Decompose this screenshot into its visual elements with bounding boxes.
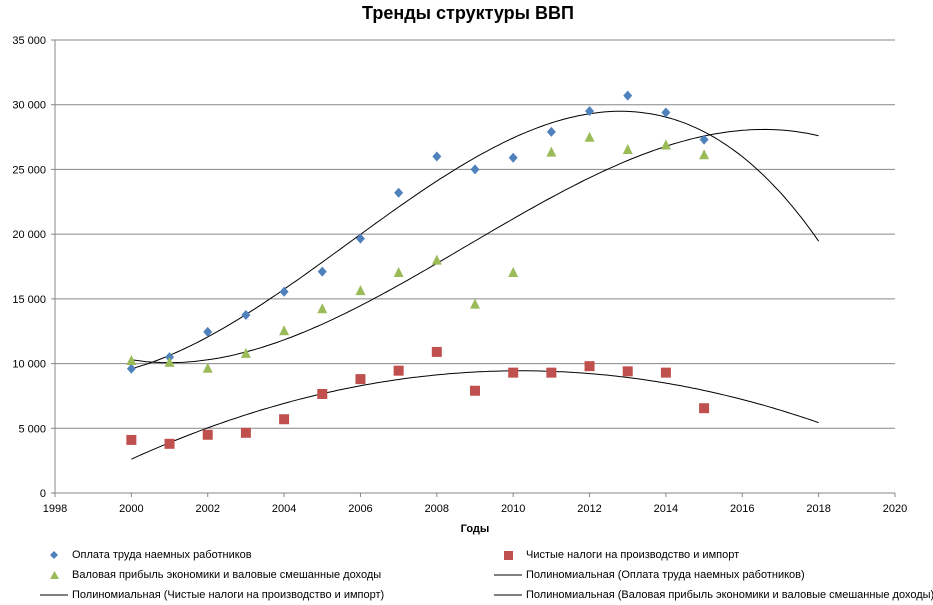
x-tick-label: 2018	[806, 503, 830, 515]
data-point-square	[470, 385, 480, 396]
data-point-diamond	[241, 310, 251, 321]
data-point-diamond	[699, 134, 709, 145]
legend-label: Полиномиальная (Оплата труда наемных раб…	[526, 569, 805, 581]
triangle-marker-icon	[40, 571, 68, 579]
data-point-square	[660, 367, 671, 378]
x-tick-label: 2002	[195, 503, 219, 515]
square-marker-icon	[494, 550, 522, 560]
trendline	[131, 128, 819, 364]
data-point-triangle	[393, 266, 404, 277]
y-tick-label: 30 000	[12, 100, 46, 112]
data-point-diamond	[432, 151, 442, 162]
x-tick-label: 2004	[272, 503, 296, 515]
legend-item-series-2: Валовая прибыль экономики и валовые смеш…	[40, 569, 381, 581]
data-point-diamond	[661, 107, 671, 118]
data-point-triangle	[279, 325, 290, 336]
x-tick-label: 2010	[501, 503, 525, 515]
diamond-marker-icon	[40, 551, 68, 559]
data-point-diamond	[470, 164, 480, 175]
data-point-triangle	[470, 298, 480, 309]
x-tick-label: 2008	[425, 503, 449, 515]
data-point-triangle	[699, 149, 710, 160]
y-tick-label: 10 000	[12, 359, 46, 371]
data-point-square	[393, 365, 404, 376]
data-point-square	[508, 367, 519, 378]
data-point-square	[699, 403, 710, 414]
data-point-triangle	[202, 362, 213, 373]
data-point-diamond	[508, 152, 518, 163]
data-point-square	[164, 438, 175, 449]
data-point-triangle	[317, 303, 328, 314]
y-tick-label: 5 000	[18, 423, 46, 435]
chart-title: Тренды структуры ВВП	[362, 3, 574, 23]
y-tick-label: 0	[40, 488, 46, 500]
legend-label: Оплата труда наемных работников	[72, 549, 252, 561]
y-tick-label: 35 000	[12, 35, 46, 47]
data-point-triangle	[126, 354, 137, 365]
data-point-triangle	[546, 146, 557, 157]
legend-label: Полиномиальная (Валовая прибыль экономик…	[526, 589, 933, 601]
x-tick-label: 2014	[654, 503, 678, 515]
data-point-diamond	[203, 326, 213, 337]
data-point-triangle	[355, 285, 366, 296]
data-point-square	[202, 429, 213, 440]
line-marker-icon	[494, 594, 522, 596]
data-point-diamond	[126, 363, 136, 374]
data-point-square	[355, 374, 366, 385]
x-tick-label: 2016	[730, 503, 754, 515]
data-point-triangle	[584, 131, 595, 142]
legend-item-series-1: Чистые налоги на производство и импорт	[494, 549, 739, 561]
line-marker-icon	[40, 594, 68, 596]
data-point-square	[126, 434, 137, 445]
data-point-triangle	[508, 266, 519, 277]
x-tick-label: 2020	[883, 503, 907, 515]
x-tick-label: 2000	[119, 503, 143, 515]
data-point-square	[622, 366, 633, 377]
data-point-triangle	[164, 356, 175, 367]
data-point-diamond	[394, 187, 404, 198]
data-point-square	[546, 367, 557, 378]
legend-item-trend-1: Полиномиальная (Чистые налоги на произво…	[40, 589, 384, 601]
x-tick-label: 2006	[348, 503, 372, 515]
legend-label: Валовая прибыль экономики и валовые смеш…	[72, 569, 382, 581]
data-point-diamond	[355, 233, 365, 244]
data-point-diamond	[623, 90, 633, 101]
legend-item-series-0: Оплата труда наемных работников	[40, 549, 252, 561]
x-axis-label: Годы	[461, 523, 490, 535]
line-marker-icon	[494, 574, 522, 576]
legend-label: Чистые налоги на производство и импорт	[526, 549, 740, 561]
chart-svg: Тренды структуры ВВП Годы 0 5 000 10 000 15…	[12, 3, 907, 535]
legend-label: Полиномиальная (Чистые налоги на произво…	[72, 589, 385, 601]
trendline	[131, 110, 820, 370]
data-point-diamond	[546, 126, 556, 137]
data-point-triangle	[660, 139, 671, 150]
data-point-square	[279, 414, 290, 425]
legend-item-trend-0: Полиномиальная (Оплата труда наемных раб…	[494, 569, 805, 581]
data-point-square	[240, 427, 251, 438]
data-point-square	[584, 361, 595, 372]
legend-item-trend-2: Полиномиальная (Валовая прибыль экономик…	[494, 589, 933, 601]
data-point-diamond	[279, 286, 289, 297]
data-point-square	[431, 346, 442, 357]
data-point-triangle	[431, 254, 442, 265]
y-tick-label: 25 000	[12, 164, 46, 176]
trendline	[131, 370, 819, 460]
x-tick-label: 1998	[43, 503, 67, 515]
data-point-diamond	[585, 106, 595, 117]
data-point-diamond	[317, 266, 327, 277]
data-point-square	[317, 388, 328, 399]
y-tick-label: 20 000	[12, 229, 46, 241]
y-tick-label: 15 000	[12, 294, 46, 306]
data-point-triangle	[240, 347, 251, 358]
data-point-triangle	[622, 144, 633, 155]
x-tick-label: 2012	[577, 503, 601, 515]
